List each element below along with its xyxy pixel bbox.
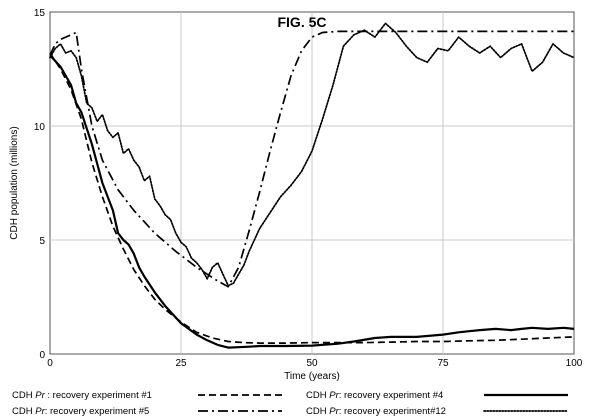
series-line-1 [49,52,575,344]
legend-entry: CDH Pr: recovery experiment #4 [306,390,568,401]
legend-label: CDH Pr: recovery experiment #5 [12,406,149,417]
ticks: 0 25 50 75 100 0 5 10 15 [34,8,583,369]
y-tick-label: 0 [39,350,45,361]
x-axis-title: Time (years) [284,371,340,382]
series-line-2 [49,54,575,349]
legend: CDH Pr : recovery experiment #1 CDH Pr: r… [12,390,569,417]
y-tick-label: 10 [34,122,46,133]
x-tick-label: 100 [566,358,583,369]
y-axis-title: CDH population (millions) [9,126,20,239]
x-tick-label: 75 [437,358,449,369]
legend-entry: CDH Pr: recovery experiment#12 [306,406,569,417]
legend-label: CDH Pr : recovery experiment #1 [12,390,152,401]
y-tick-label: 15 [34,8,46,19]
x-tick-label: 50 [306,358,318,369]
y-tick-label: 5 [39,236,45,247]
series-line-4 [49,22,575,287]
series-layer [49,22,575,349]
plot-area [49,11,575,355]
grid [50,12,574,354]
x-tick-label: 25 [175,358,187,369]
figure-title: FIG. 5C [277,14,326,30]
legend-label: CDH Pr: recovery experiment#12 [306,406,446,417]
legend-entry: CDH Pr : recovery experiment #1 [12,390,282,401]
legend-entry: CDH Pr: recovery experiment #5 [12,406,282,417]
x-tick-label: 0 [47,358,53,369]
legend-label: CDH Pr: recovery experiment #4 [306,390,443,401]
series-line-3 [49,30,574,288]
